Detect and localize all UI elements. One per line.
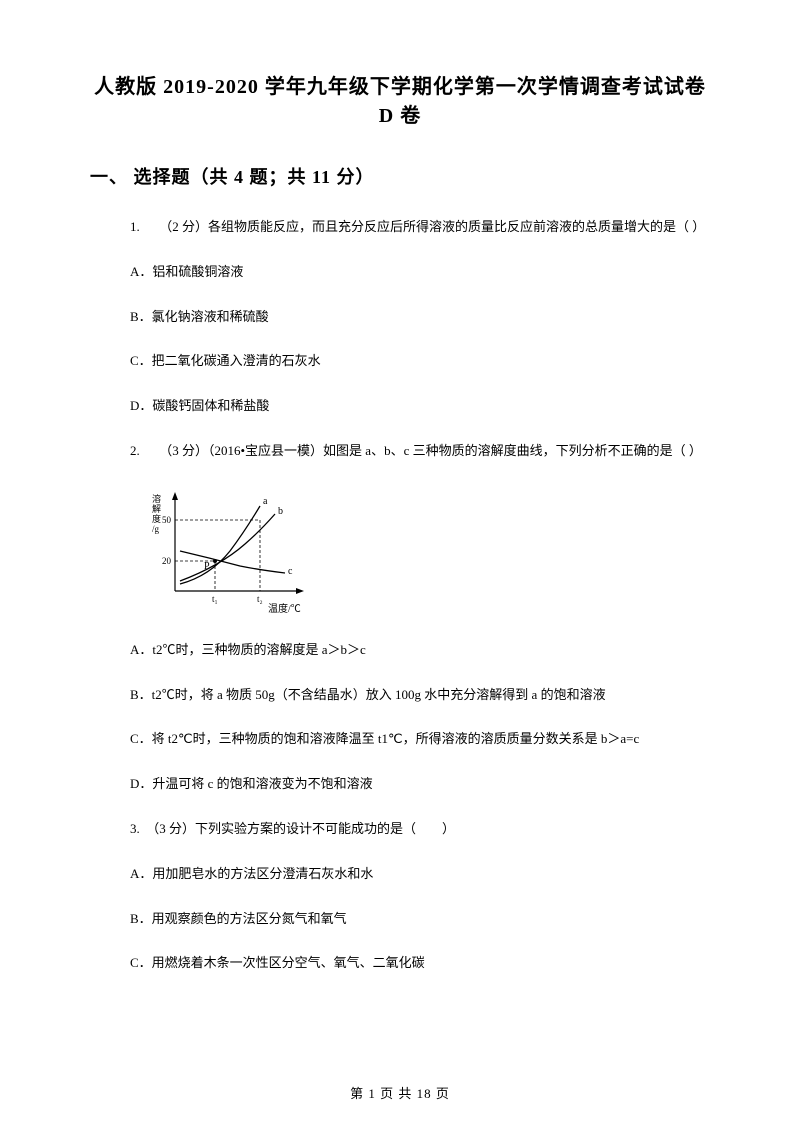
svg-text:溶: 溶	[152, 493, 161, 504]
svg-text:/g: /g	[152, 524, 160, 534]
q1-opt-a: A．铝和硫酸铜溶液	[90, 262, 710, 283]
solubility-chart: 溶 解 度 /g 50 20 a b c P t₁ t₂ 温度/℃	[150, 486, 310, 616]
page-footer: 第 1 页 共 18 页	[0, 1083, 800, 1102]
q3-opt-c: C．用燃烧着木条一次性区分空气、氧气、二氧化碳	[90, 953, 710, 974]
svg-text:a: a	[263, 496, 268, 507]
q2-opt-d: D．升温可将 c 的饱和溶液变为不饱和溶液	[90, 774, 710, 795]
svg-text:t₁: t₁	[212, 594, 218, 604]
svg-text:b: b	[278, 506, 283, 517]
svg-text:度: 度	[152, 513, 161, 524]
svg-text:解: 解	[152, 503, 161, 514]
q3-opt-b: B．用观察颜色的方法区分氮气和氧气	[90, 909, 710, 930]
svg-text:P: P	[204, 561, 210, 572]
q3-stem: 3. （3 分）下列实验方案的设计不可能成功的是（ ）	[90, 819, 710, 840]
page-title: 人教版 2019-2020 学年九年级下学期化学第一次学情调查考试试卷 D 卷	[90, 70, 710, 128]
q1-opt-b: B．氯化钠溶液和稀硫酸	[90, 307, 710, 328]
q3-opt-a: A．用加肥皂水的方法区分澄清石灰水和水	[90, 864, 710, 885]
q2-opt-b: B．t2℃时，将 a 物质 50g（不含结晶水）放入 100g 水中充分溶解得到…	[90, 685, 710, 706]
svg-text:温度/℃: 温度/℃	[268, 602, 301, 615]
svg-text:50: 50	[162, 515, 172, 525]
section-header: 一、 选择题（共 4 题；共 11 分）	[90, 163, 710, 189]
svg-text:c: c	[288, 566, 293, 577]
q1-opt-d: D．碳酸钙固体和稀盐酸	[90, 396, 710, 417]
q2-opt-c: C．将 t2℃时，三种物质的饱和溶液降温至 t1℃，所得溶液的溶质质量分数关系是…	[90, 729, 710, 750]
q1-opt-c: C．把二氧化碳通入澄清的石灰水	[90, 351, 710, 372]
svg-text:20: 20	[162, 556, 172, 566]
q1-stem: 1. （2 分）各组物质能反应，而且充分反应后所得溶液的质量比反应前溶液的总质量…	[90, 217, 710, 238]
svg-text:t₂: t₂	[257, 594, 263, 604]
q2-stem: 2. （3 分）（2016•宝应县一模）如图是 a、b、c 三种物质的溶解度曲线…	[90, 441, 710, 462]
q2-opt-a: A．t2℃时，三种物质的溶解度是 a＞b＞c	[90, 640, 710, 661]
